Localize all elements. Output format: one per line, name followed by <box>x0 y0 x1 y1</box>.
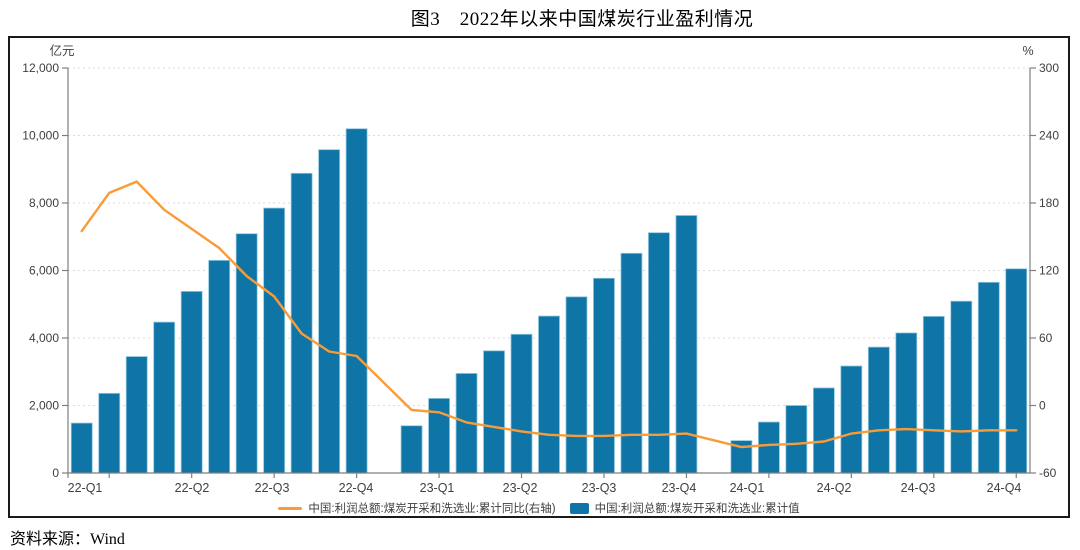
bar-2024-05 <box>812 387 835 474</box>
right-axis-tick-label: 300 <box>1039 61 1059 75</box>
x-axis-label-24-Q4: 24-Q4 <box>987 481 1022 495</box>
legend-item-line: 中国:利润总额:煤炭开采和洗选业:累计同比(右轴) <box>278 500 556 516</box>
bar-2024-08 <box>895 332 918 474</box>
bar-2024-09 <box>922 315 945 474</box>
bar-2023-02 <box>400 425 423 474</box>
bar-2023-08 <box>565 296 588 474</box>
chart-canvas: 0 2,000 4,000 6,000 8,000 10,000 12,000 -60 0 60 1… <box>22 43 1059 495</box>
bar-2024-06 <box>840 365 863 474</box>
left-axis-tick-label: 8,000 <box>29 196 59 210</box>
bar-2023-06 <box>510 333 533 474</box>
bar-2023-09 <box>593 277 615 474</box>
legend: 中国:利润总额:煤炭开采和洗选业:累计同比(右轴) 中国:利润总额:煤炭开采和洗… <box>10 500 1068 516</box>
x-axis-label-22-Q2: 22-Q2 <box>175 481 210 495</box>
left-axis-tick-label: 12,000 <box>22 61 59 75</box>
right-axis-tick-label: 60 <box>1039 331 1053 345</box>
bar-2022-12 <box>345 128 368 474</box>
bar-2024-04 <box>785 405 808 474</box>
right-axis-tick-label: 120 <box>1039 264 1059 278</box>
bar-2024-10 <box>950 300 973 474</box>
figure-title: 图3 2022年以来中国煤炭行业盈利情况 <box>410 9 754 30</box>
right-axis-tick-label: 180 <box>1039 196 1059 210</box>
legend-line-label: 中国:利润总额:煤炭开采和洗选业:累计同比(右轴) <box>308 503 556 515</box>
left-axis-tick-label: 10,000 <box>22 129 59 143</box>
x-axis-label-24-Q1: 24-Q1 <box>730 481 765 495</box>
x-axis-label-22-Q1: 22-Q1 <box>68 481 103 495</box>
yoy-line <box>80 180 1018 449</box>
bar-2024-03 <box>757 421 780 474</box>
x-axis-label-22-Q3: 22-Q3 <box>255 481 290 495</box>
right-axis-tick-label: 0 <box>1039 399 1046 413</box>
bar-2024-11 <box>977 281 1000 474</box>
x-axis-label-23-Q2: 23-Q2 <box>503 481 538 495</box>
bar-series-marker <box>569 502 589 514</box>
x-axis-label-23-Q1: 23-Q1 <box>420 481 455 495</box>
bar-2023-11 <box>648 232 670 474</box>
x-axis-label-24-Q3: 24-Q3 <box>901 481 936 495</box>
x-axis-label-23-Q4: 23-Q4 <box>662 481 697 495</box>
bar-2024-12 <box>1005 268 1028 474</box>
left-axis-tick-label: 2,000 <box>29 399 59 413</box>
bar-2022-03 <box>98 392 121 474</box>
right-axis-tick-label: -60 <box>1039 466 1057 480</box>
right-axis-tick-label: 240 <box>1039 129 1059 143</box>
left-axis-tick-label: 4,000 <box>29 331 59 345</box>
left-axis-tick-label: 6,000 <box>29 264 59 278</box>
line-series-marker <box>278 506 303 510</box>
bar-2022-04 <box>125 356 148 474</box>
bar-2023-03 <box>428 398 450 474</box>
bar-2023-05 <box>483 350 505 474</box>
bar-2023-07 <box>538 315 560 474</box>
bar-series <box>70 128 1028 474</box>
chart-frame: 0 2,000 4,000 6,000 8,000 10,000 12,000 -60 0 60 1… <box>8 36 1070 518</box>
legend-item-bar: 中国:利润总额:煤炭开采和洗选业:累计值 <box>569 500 800 516</box>
legend-bar-label: 中国:利润总额:煤炭开采和洗选业:累计值 <box>594 503 800 515</box>
bar-2022-11 <box>318 149 341 474</box>
left-axis-unit: 亿元 <box>49 43 74 58</box>
bar-2022-05 <box>153 321 176 474</box>
right-axis-unit: % <box>1022 44 1033 58</box>
x-axis-label-23-Q3: 23-Q3 <box>582 481 617 495</box>
bar-2023-10 <box>620 252 643 474</box>
bar-2022-02 <box>70 422 93 474</box>
x-axis-label-24-Q2: 24-Q2 <box>817 481 852 495</box>
bar-2024-07 <box>867 346 890 474</box>
bar-2022-06 <box>180 291 203 474</box>
bar-2022-09 <box>263 207 286 474</box>
bar-2022-07 <box>208 259 231 474</box>
axes: 0 2,000 4,000 6,000 8,000 10,000 12,000 -60 0 60 1… <box>22 43 1059 495</box>
left-axis-tick-label: 0 <box>52 466 59 480</box>
source-note: 资料来源：Wind <box>10 531 125 548</box>
x-axis-label-22-Q4: 22-Q4 <box>339 481 374 495</box>
